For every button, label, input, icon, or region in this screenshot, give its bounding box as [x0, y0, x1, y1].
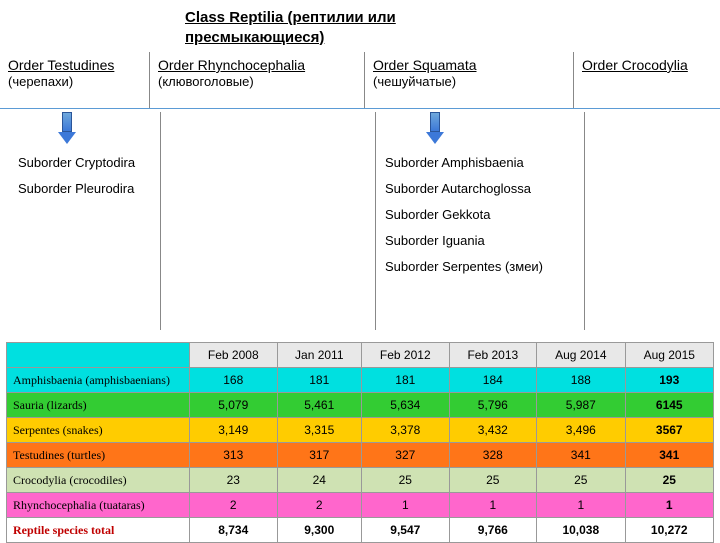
suborder-item: Suborder Amphisbaenia [385, 150, 605, 176]
total-cell: 9,300 [277, 518, 361, 543]
table-cell: 3567 [625, 418, 713, 443]
table-row: Serpentes (snakes)3,1493,3153,3783,4323,… [7, 418, 714, 443]
table-cell: 3,496 [537, 418, 625, 443]
table-cell: 25 [537, 468, 625, 493]
table-cell: 5,987 [537, 393, 625, 418]
order-cell-0: Order Testudines(черепахи) [0, 52, 150, 108]
suborder-item: Suborder Pleurodira [18, 176, 188, 202]
table-cell: 317 [277, 443, 361, 468]
suborder-item: Suborder Autarchoglossa [385, 176, 605, 202]
table-header [7, 343, 190, 368]
total-cell: 8,734 [190, 518, 278, 543]
row-label: Amphisbaenia (amphisbaenians) [7, 368, 190, 393]
table-row: Amphisbaenia (amphisbaenians)16818118118… [7, 368, 714, 393]
table-cell: 1 [625, 493, 713, 518]
table-row: Rhynchocephalia (tuataras)221111 [7, 493, 714, 518]
table-total-row: Reptile species total8,7349,3009,5479,76… [7, 518, 714, 543]
table-cell: 6145 [625, 393, 713, 418]
table-cell: 188 [537, 368, 625, 393]
table-header: Feb 2013 [449, 343, 537, 368]
table-cell: 181 [277, 368, 361, 393]
total-cell: 9,766 [449, 518, 537, 543]
table-cell: 2 [277, 493, 361, 518]
class-title: Class Reptilia (рептилии или пресмыкающи… [185, 8, 505, 47]
table-cell: 193 [625, 368, 713, 393]
table-cell: 1 [449, 493, 537, 518]
row-label: Crocodylia (crocodiles) [7, 468, 190, 493]
table-cell: 2 [190, 493, 278, 518]
down-arrow-icon [428, 112, 442, 144]
orders-row: Order Testudines(черепахи)Order Rhynchoc… [0, 52, 720, 109]
table-cell: 1 [362, 493, 450, 518]
table-header: Feb 2012 [362, 343, 450, 368]
table-header: Feb 2008 [190, 343, 278, 368]
table-cell: 341 [625, 443, 713, 468]
order-subtitle: (чешуйчатые) [373, 74, 565, 91]
table-cell: 23 [190, 468, 278, 493]
order-head: Order Crocodylia [582, 56, 706, 74]
species-table: Feb 2008Jan 2011Feb 2012Feb 2013Aug 2014… [6, 342, 714, 543]
table-cell: 3,149 [190, 418, 278, 443]
table-cell: 3,315 [277, 418, 361, 443]
table-cell: 5,079 [190, 393, 278, 418]
suborders-squamata: Suborder AmphisbaeniaSuborder Autarchogl… [385, 150, 605, 280]
table-cell: 168 [190, 368, 278, 393]
order-head: Order Testudines [8, 56, 141, 74]
table-cell: 3,378 [362, 418, 450, 443]
order-cell-1: Order Rhynchocephalia(клювоголовые) [150, 52, 365, 108]
table-cell: 5,461 [277, 393, 361, 418]
row-label: Sauria (lizards) [7, 393, 190, 418]
suborder-item: Suborder Serpentes (змеи) [385, 254, 605, 280]
suborders-testudines: Suborder CryptodiraSuborder Pleurodira [18, 150, 188, 202]
table-cell: 313 [190, 443, 278, 468]
row-label: Testudines (turtles) [7, 443, 190, 468]
table-header: Aug 2014 [537, 343, 625, 368]
table-cell: 184 [449, 368, 537, 393]
column-divider [160, 112, 161, 330]
order-head: Order Rhynchocephalia [158, 56, 356, 74]
table-cell: 327 [362, 443, 450, 468]
table-cell: 3,432 [449, 418, 537, 443]
column-divider [375, 112, 376, 330]
total-cell: 9,547 [362, 518, 450, 543]
row-label: Serpentes (snakes) [7, 418, 190, 443]
order-head: Order Squamata [373, 56, 565, 74]
table-cell: 25 [362, 468, 450, 493]
order-cell-3: Order Crocodylia [574, 52, 714, 108]
table-cell: 341 [537, 443, 625, 468]
table-header: Aug 2015 [625, 343, 713, 368]
table-cell: 181 [362, 368, 450, 393]
order-subtitle: (черепахи) [8, 74, 141, 91]
suborder-item: Suborder Gekkota [385, 202, 605, 228]
down-arrow-icon [60, 112, 74, 144]
suborder-item: Suborder Cryptodira [18, 150, 188, 176]
order-cell-2: Order Squamata(чешуйчатые) [365, 52, 574, 108]
table-cell: 5,796 [449, 393, 537, 418]
suborder-item: Suborder Iguania [385, 228, 605, 254]
table-cell: 24 [277, 468, 361, 493]
table-row: Testudines (turtles)313317327328341341 [7, 443, 714, 468]
total-label: Reptile species total [7, 518, 190, 543]
order-subtitle: (клювоголовые) [158, 74, 356, 91]
table-cell: 1 [537, 493, 625, 518]
table-cell: 328 [449, 443, 537, 468]
total-cell: 10,272 [625, 518, 713, 543]
row-label: Rhynchocephalia (tuataras) [7, 493, 190, 518]
table-row: Crocodylia (crocodiles)232425252525 [7, 468, 714, 493]
total-cell: 10,038 [537, 518, 625, 543]
table-cell: 5,634 [362, 393, 450, 418]
table-header: Jan 2011 [277, 343, 361, 368]
table-cell: 25 [449, 468, 537, 493]
table-row: Sauria (lizards)5,0795,4615,6345,7965,98… [7, 393, 714, 418]
table-cell: 25 [625, 468, 713, 493]
